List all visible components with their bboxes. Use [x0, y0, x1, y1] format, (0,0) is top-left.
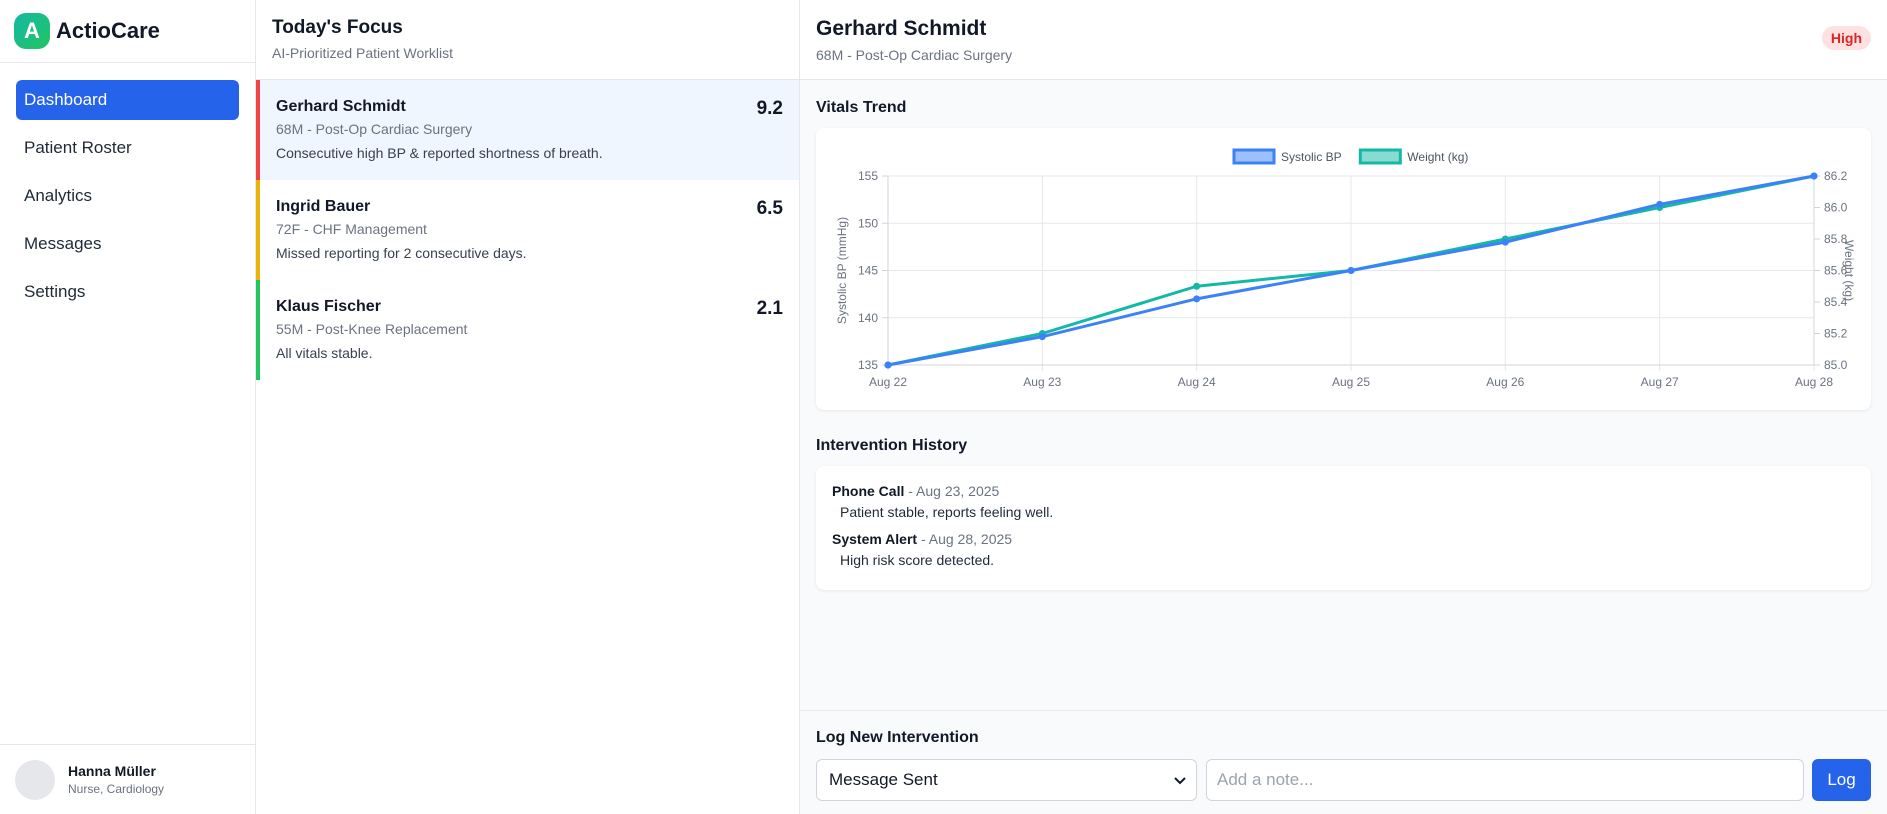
x-tick-label: Aug 28: [1795, 375, 1833, 389]
y-tick-label-left: 150: [858, 216, 878, 230]
x-tick-label: Aug 23: [1023, 375, 1061, 389]
intervention-type-value: Message Sent: [829, 770, 938, 789]
risk-score: 6.5: [756, 198, 783, 219]
nav-item-messages[interactable]: Messages: [16, 224, 239, 264]
detail-patient-meta: 68M - Post-Op Cardiac Surgery: [816, 47, 1013, 63]
worklist-header: Today's Focus AI-Prioritized Patient Wor…: [256, 0, 799, 80]
worklist-subtitle: AI-Prioritized Patient Worklist: [272, 45, 454, 61]
history-entry: System Alert - Aug 28, 2025 High risk sc…: [832, 531, 1855, 568]
patient-meta: 68M - Post-Op Cardiac Surgery: [276, 121, 473, 137]
legend-label: Systolic BP: [1281, 150, 1342, 164]
vitals-chart-card: 135 140 145 150 155 85.0 85.2 85.4 85.6 85.8 86.0 8…: [816, 128, 1871, 410]
patient-card-ingrid-bauer[interactable]: Ingrid Bauer 72F - CHF Management Missed…: [256, 180, 799, 280]
intervention-history-card: Phone Call - Aug 23, 2025 Patient stable…: [816, 466, 1871, 590]
patient-note: Consecutive high BP & reported shortness…: [276, 145, 603, 161]
x-tick-label: Aug 26: [1486, 375, 1524, 389]
nav-item-label: Analytics: [24, 186, 93, 205]
nav-item-label: Patient Roster: [24, 138, 132, 157]
log-button[interactable]: Log: [1812, 759, 1871, 801]
history-date: Aug 23, 2025: [916, 483, 1000, 499]
data-point: [1193, 282, 1201, 290]
legend-swatch: [1358, 148, 1402, 165]
y-tick-label-left: 135: [858, 358, 878, 372]
intervention-type-select[interactable]: Message Sent: [816, 759, 1197, 801]
history-date: Aug 28, 2025: [928, 531, 1013, 547]
patient-meta: 72F - CHF Management: [276, 221, 427, 237]
nav-item-label: Dashboard: [24, 90, 108, 109]
x-tick-label: Aug 27: [1641, 375, 1679, 389]
y-tick-label-right: 85.0: [1824, 358, 1848, 372]
patient-worklist: Today's Focus AI-Prioritized Patient Wor…: [256, 0, 800, 814]
patient-name: Ingrid Bauer: [276, 198, 371, 215]
intervention-note-input[interactable]: [1206, 759, 1804, 801]
user-profile[interactable]: Hanna Müller Nurse, Cardiology: [0, 744, 256, 814]
history-note: Patient stable, reports feeling well.: [840, 504, 1054, 520]
patient-card-klaus-fischer[interactable]: Klaus Fischer 55M - Post-Knee Replacemen…: [256, 280, 799, 380]
y-axis-title-left: Systolic BP (mmHg): [835, 217, 849, 324]
history-separator: -: [904, 483, 917, 499]
nav-item-dashboard[interactable]: Dashboard: [16, 80, 239, 120]
y-tick-label-right: 85.8: [1824, 232, 1848, 246]
y-tick-label-left: 145: [858, 264, 878, 278]
patient-name: Gerhard Schmidt: [276, 98, 406, 115]
data-point: [1038, 333, 1046, 341]
history-type: System Alert: [832, 531, 918, 547]
intervention-history-title: Intervention History: [816, 437, 968, 454]
avatar: [15, 759, 55, 800]
data-point: [1810, 172, 1818, 180]
data-point: [1656, 200, 1664, 208]
detail-header: Gerhard Schmidt 68M - Post-Op Cardiac Su…: [800, 0, 1887, 80]
y-tick-label-right: 86.0: [1824, 201, 1848, 215]
nav-item-analytics[interactable]: Analytics: [16, 176, 239, 216]
y-tick-label-left: 155: [858, 169, 878, 183]
risk-score: 2.1: [756, 298, 783, 319]
detail-patient-name: Gerhard Schmidt: [816, 17, 987, 40]
worklist-title: Today's Focus: [272, 17, 403, 38]
log-intervention-title: Log New Intervention: [816, 729, 979, 746]
data-point: [1193, 295, 1201, 303]
x-tick-label: Aug 22: [869, 375, 907, 389]
sidebar: A ActioCare Dashboard Patient Roster Ana…: [0, 0, 256, 814]
log-intervention-panel: Log New Intervention Message Sent Log: [800, 710, 1887, 814]
x-tick-label: Aug 25: [1332, 375, 1370, 389]
vitals-chart: 135 140 145 150 155 85.0 85.2 85.4 85.6 85.8 86.0 8…: [835, 148, 1856, 389]
patient-note: Missed reporting for 2 consecutive days.: [276, 245, 527, 261]
chevron-down-icon: [1174, 777, 1186, 785]
data-point: [1347, 267, 1355, 274]
app-name: ActioCare: [56, 18, 160, 43]
nav-item-label: Messages: [24, 234, 102, 253]
patient-name: Klaus Fischer: [276, 298, 381, 315]
history-separator: -: [917, 531, 929, 547]
brand: A ActioCare: [0, 0, 255, 63]
history-type: Phone Call: [832, 483, 905, 499]
sidebar-nav: Dashboard Patient Roster Analytics Messa…: [0, 63, 255, 312]
patient-note: All vitals stable.: [276, 345, 373, 361]
patient-card-gerhard-schmidt[interactable]: Gerhard Schmidt 68M - Post-Op Cardiac Su…: [256, 80, 799, 180]
data-point: [1501, 238, 1509, 246]
y-tick-label-right: 85.2: [1824, 327, 1848, 341]
risk-badge: High: [1821, 26, 1871, 50]
history-entry: Phone Call - Aug 23, 2025 Patient stable…: [832, 483, 1855, 520]
y-tick-label-right: 85.6: [1824, 264, 1848, 278]
nav-item-settings[interactable]: Settings: [16, 272, 239, 312]
history-note: High risk score detected.: [840, 552, 995, 568]
x-tick-label: Aug 24: [1178, 375, 1216, 389]
patient-detail: Gerhard Schmidt 68M - Post-Op Cardiac Su…: [800, 0, 1887, 814]
patient-meta: 55M - Post-Knee Replacement: [276, 321, 468, 337]
legend-label: Weight (kg): [1407, 150, 1468, 164]
user-name: Hanna Müller: [68, 763, 156, 779]
nav-item-label: Settings: [24, 282, 86, 301]
data-point: [884, 361, 892, 369]
y-tick-label-right: 86.2: [1824, 169, 1848, 183]
app-logo: A: [14, 13, 50, 49]
nav-item-patient-roster[interactable]: Patient Roster: [16, 128, 239, 168]
user-role: Nurse, Cardiology: [68, 782, 165, 796]
y-axis-title-right: Weight (kg): [1842, 240, 1856, 301]
y-tick-label-left: 140: [858, 311, 878, 325]
vitals-trend-title: Vitals Trend: [816, 99, 907, 116]
legend-swatch: [1232, 148, 1276, 165]
risk-score: 9.2: [756, 98, 783, 119]
y-tick-label-right: 85.4: [1824, 295, 1848, 309]
